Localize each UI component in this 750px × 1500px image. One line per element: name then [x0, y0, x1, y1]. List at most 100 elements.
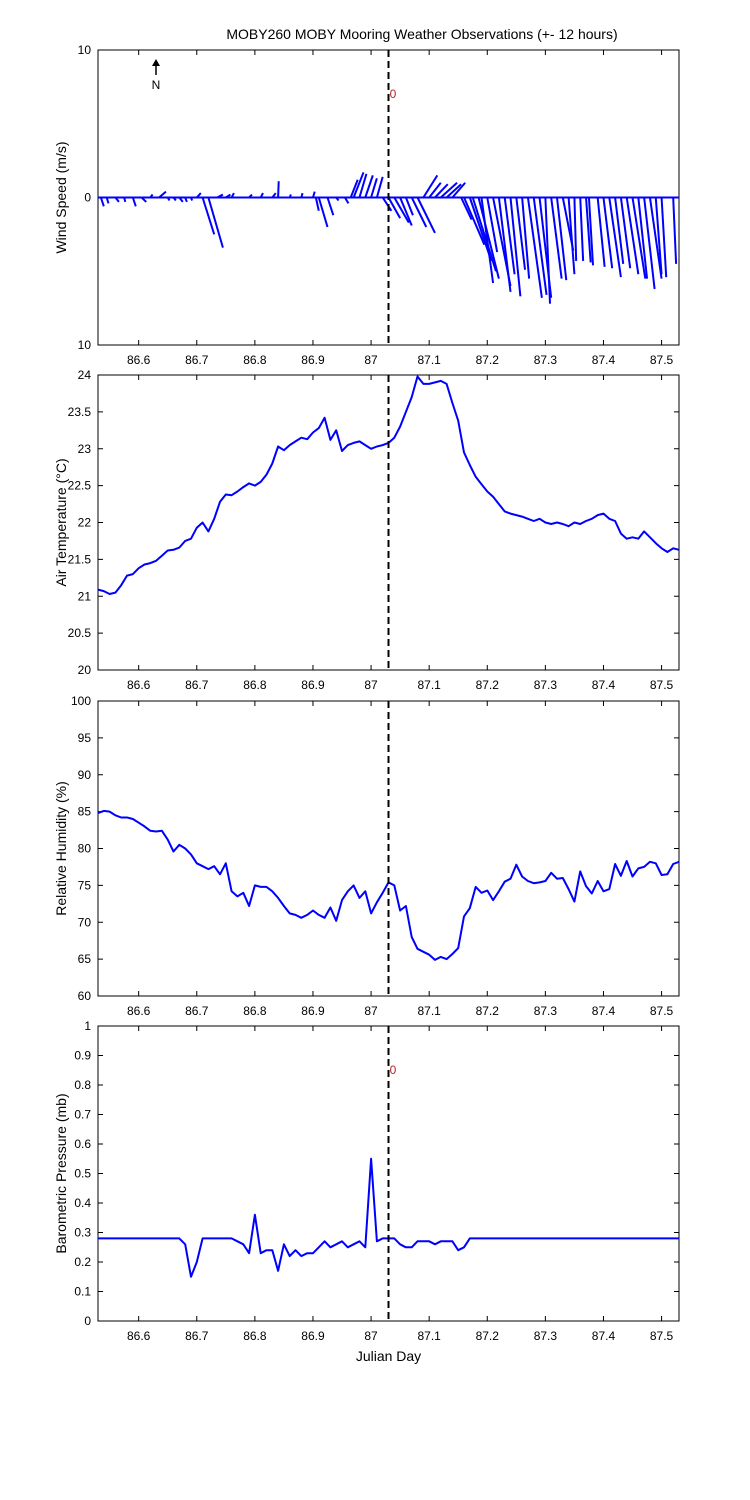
y-tick-label: 10 — [78, 338, 92, 352]
barometric-pressure-panel: 86.6 86.7 86.8 86.9 87 87.1 87.2 87.3 87.4 87.5 0 0… — [53, 1019, 680, 1364]
y-tick-label: 22.5 — [68, 479, 92, 493]
wind-stick — [416, 197, 436, 234]
wind-stick — [515, 197, 527, 270]
wind-stick — [555, 197, 568, 281]
y-tick-label: 21 — [78, 589, 92, 603]
wind-stick — [364, 175, 374, 198]
wind-stick — [178, 196, 184, 203]
wind-stick — [288, 194, 292, 198]
wind-stick — [196, 192, 202, 199]
x-tick-label: 87.3 — [534, 1329, 558, 1343]
wind-stick — [393, 196, 410, 224]
y-tick-label: 0.8 — [74, 1078, 91, 1092]
wind-stick — [326, 197, 335, 216]
wind-stick — [140, 196, 147, 203]
wind-speed-panel: 86.6 86.7 86.8 86.9 87 87.1 87.2 87.3 87.4 87.5 10… — [53, 43, 680, 367]
wind-stick — [654, 197, 663, 275]
north-label: N — [152, 78, 161, 92]
wind-stick — [643, 197, 656, 290]
wind-stick — [509, 197, 522, 297]
x-tick-label: 87.1 — [417, 1004, 441, 1018]
wind-stick — [370, 178, 378, 198]
x-tick-label: 86.7 — [185, 353, 209, 367]
wind-stick — [312, 191, 316, 198]
y-tick-label: 23.5 — [68, 405, 92, 419]
x-tick-label: 87.4 — [592, 353, 616, 367]
y-tick-label: 75 — [78, 878, 92, 892]
y-tick-label: 20.5 — [68, 626, 92, 640]
x-tick-label: 87.5 — [650, 1329, 674, 1343]
x-tick-label: 86.8 — [243, 1329, 267, 1343]
y-axis-label: Air Temperature (°C) — [53, 458, 69, 586]
wind-stick — [619, 197, 632, 269]
wind-stick — [271, 192, 277, 199]
wind-stick — [277, 181, 280, 198]
wind-stick — [300, 192, 304, 198]
x-tick-label: 86.9 — [301, 678, 325, 692]
wind-stick — [637, 197, 649, 279]
wind-stick — [445, 183, 462, 199]
wind-stick — [131, 197, 137, 207]
wind-stick — [166, 196, 171, 201]
y-axis-label: Relative Humidity (%) — [53, 781, 69, 916]
wind-stick — [149, 193, 154, 199]
x-tick-label: 86.9 — [301, 353, 325, 367]
x-tick-label: 86.7 — [185, 678, 209, 692]
y-tick-label: 0.6 — [74, 1137, 91, 1151]
y-tick-label: 60 — [78, 989, 92, 1003]
wind-stick — [614, 197, 625, 264]
north-arrow-icon: N — [152, 59, 161, 92]
chart-title: MOBY260 MOBY Mooring Weather Observation… — [226, 26, 617, 42]
wind-stick — [99, 197, 105, 207]
air-temperature-panel: 86.6 86.7 86.8 86.9 87 87.1 87.2 87.3 87.4 87.5 20… — [53, 368, 680, 692]
y-tick-label: 0.5 — [74, 1167, 91, 1181]
wind-stick — [317, 197, 329, 228]
x-tick-label: 86.9 — [301, 1004, 325, 1018]
wind-stick — [497, 197, 512, 293]
x-tick-label: 87 — [364, 1004, 378, 1018]
wind-stick — [422, 174, 439, 199]
x-tick-label: 87.2 — [476, 1004, 500, 1018]
x-tick-label: 87.5 — [650, 678, 674, 692]
wind-stick — [335, 196, 340, 202]
wind-stick — [602, 197, 614, 269]
wind-stick — [451, 182, 466, 199]
wind-stick — [440, 182, 458, 199]
wind-stick — [230, 192, 235, 198]
y-tick-label: 70 — [78, 915, 92, 929]
wind-stick — [349, 179, 359, 198]
y-tick-label: 22 — [78, 516, 92, 530]
y-tick-label: 0.1 — [74, 1285, 91, 1299]
y-tick-label: 0.3 — [74, 1226, 91, 1240]
x-tick-label: 87 — [364, 353, 378, 367]
x-axis-label: Julian Day — [356, 1348, 421, 1364]
wind-stick — [216, 193, 224, 199]
x-tick-label: 87 — [364, 1329, 378, 1343]
wind-stick — [471, 197, 497, 272]
y-tick-label: 0 — [84, 1314, 91, 1328]
y-axis-label: Barometric Pressure (mb) — [53, 1093, 69, 1253]
wind-stick — [381, 196, 393, 212]
wind-stick — [410, 197, 428, 228]
wind-stick — [608, 197, 622, 278]
wind-stick — [480, 197, 495, 284]
wind-stick — [314, 197, 320, 211]
y-axis-label: Wind Speed (m/s) — [53, 141, 69, 253]
y-tick-label: 0.4 — [74, 1196, 91, 1210]
wind-stick — [358, 173, 368, 198]
wind-stick — [567, 197, 576, 275]
x-tick-label: 86.6 — [127, 1004, 151, 1018]
wind-stick — [579, 197, 585, 261]
event-marker-label: 0 — [390, 87, 397, 101]
wind-stick — [248, 193, 253, 199]
wind-stick — [526, 197, 543, 298]
wind-stick — [532, 197, 548, 295]
x-tick-label: 87 — [364, 678, 378, 692]
x-tick-label: 87.4 — [592, 678, 616, 692]
y-tick-label: 90 — [78, 768, 92, 782]
x-tick-label: 86.7 — [185, 1004, 209, 1018]
wind-stick — [352, 172, 365, 198]
x-tick-label: 87.3 — [534, 678, 558, 692]
y-tick-label: 24 — [78, 368, 92, 382]
